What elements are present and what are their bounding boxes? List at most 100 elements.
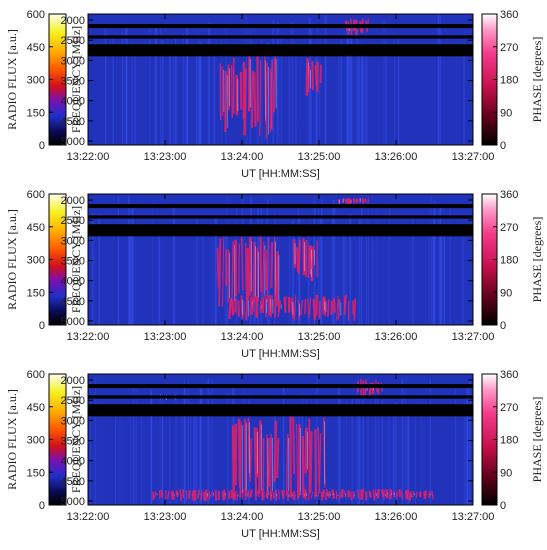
burst-striation (221, 236, 225, 307)
flux-tick-label: 600 (27, 369, 45, 381)
spectrum-streak (373, 392, 377, 505)
burst-striation (270, 295, 273, 318)
spectrum-streak (172, 50, 175, 145)
spectrum-streak (91, 213, 94, 325)
burst-striation (300, 299, 304, 316)
spectrum-streak (172, 205, 176, 325)
spectrum-streak (294, 405, 297, 505)
spectrum-image (88, 374, 473, 505)
spectrum-streak (282, 387, 285, 505)
burst-striation (307, 298, 310, 319)
spectrum-image (88, 194, 473, 325)
time-tick-label: 13:23:00 (144, 151, 187, 163)
burst-region (228, 294, 357, 321)
burst-striation (373, 489, 377, 501)
burst-striation (268, 437, 271, 487)
spectrum-streak (429, 379, 432, 505)
phase-tick-label: 270 (500, 42, 518, 54)
frequency-tick-label: 3500 (61, 256, 85, 268)
spectrum-streak (168, 408, 171, 505)
time-tick-label: 13:22:00 (67, 331, 110, 343)
burst-striation (297, 490, 301, 498)
burst-striation (262, 241, 265, 300)
time-tick-label: 13:25:00 (298, 151, 341, 163)
spectrum-streak (318, 35, 322, 145)
flux-tick-label: 300 (27, 435, 45, 447)
spectrum-streak (149, 391, 153, 505)
flux-tick-label: 300 (27, 255, 45, 267)
burst-striation (400, 491, 404, 500)
burst-striation (327, 299, 330, 317)
time-axis-label: UT [HH:MM:SS] (241, 168, 320, 180)
time-tick-label: 13:26:00 (375, 511, 418, 523)
chart-panel-1: 0 150 300 450 600 RADIO FLUX [a.u.] FREQUENCY … (5, 9, 544, 180)
burst-striation (412, 491, 415, 498)
frequency-tick-label: 2000 (61, 375, 85, 387)
burst-striation (352, 198, 356, 204)
blocked-frequency-band (88, 384, 473, 389)
burst-striation (324, 489, 328, 501)
spectrum-streak (348, 26, 351, 145)
spectrum-streak (196, 53, 201, 145)
spectrum-streak (124, 27, 129, 145)
spectrum-streak (355, 24, 359, 145)
spectrum-streak (340, 38, 343, 145)
spectrum-image (88, 14, 473, 145)
phase-colorbar-label: PHASE [degrees] (530, 37, 544, 123)
spectrum-streak (183, 379, 186, 505)
phase-tick-label: 360 (500, 189, 518, 201)
phase-colorbar-label: PHASE [degrees] (530, 217, 544, 303)
burst-striation (343, 294, 347, 316)
spectrum-streak (376, 388, 380, 505)
flux-tick-label: 600 (27, 189, 45, 201)
spectrum-streak (419, 393, 423, 505)
spectrum-streak (364, 44, 369, 145)
frequency-tick-label: 3000 (61, 55, 85, 67)
burst-striation (284, 296, 287, 313)
burst-striation (264, 295, 267, 317)
burst-striation (210, 491, 213, 497)
time-tick-label: 13:26:00 (375, 151, 418, 163)
spectrum-streak (412, 216, 414, 325)
burst-striation (376, 488, 381, 499)
burst-striation (249, 437, 253, 482)
spectrum-streak (344, 223, 348, 325)
burst-striation (251, 299, 255, 315)
burst-striation (307, 65, 311, 93)
frequency-tick-label: 2000 (61, 15, 85, 27)
spectrum-streak (148, 28, 151, 145)
burst-striation (330, 300, 334, 315)
frequency-tick-label: 4500 (61, 296, 85, 308)
spectrum-streak (397, 35, 400, 145)
time-tick-label: 13:27:00 (452, 151, 495, 163)
burst-striation (314, 294, 319, 317)
time-tick-label: 13:27:00 (452, 511, 495, 523)
time-tick-label: 13:22:00 (67, 511, 110, 523)
spectrum-streak (130, 209, 133, 325)
spectrum-streak (384, 19, 386, 145)
blocked-frequency-band (88, 204, 473, 209)
flux-tick-label: 450 (27, 222, 45, 234)
burst-striation (257, 491, 260, 497)
spectrum-streak (195, 50, 198, 145)
burst-region (152, 488, 434, 501)
burst-striation (272, 55, 277, 113)
spectrum-streak (117, 196, 120, 325)
flux-colorbar-label: RADIO FLUX [a.u.] (5, 209, 19, 310)
spectrum-streak (121, 31, 124, 145)
burst-striation (244, 243, 248, 300)
burst-striation (282, 489, 286, 499)
phase-tick-label: 270 (500, 402, 518, 414)
frequency-tick-label: 3000 (61, 235, 85, 247)
spectrum-streak (225, 392, 230, 505)
burst-striation (355, 198, 359, 203)
spectrum-streak (438, 14, 442, 145)
spectrum-streak (291, 220, 295, 325)
plot-frame (87, 373, 474, 506)
time-tick-label: 13:23:00 (144, 511, 187, 523)
spectrum-streak (431, 194, 433, 325)
time-tick-label: 13:25:00 (298, 331, 341, 343)
spectrum-streak (310, 31, 313, 145)
spectrum-streak (357, 218, 362, 325)
